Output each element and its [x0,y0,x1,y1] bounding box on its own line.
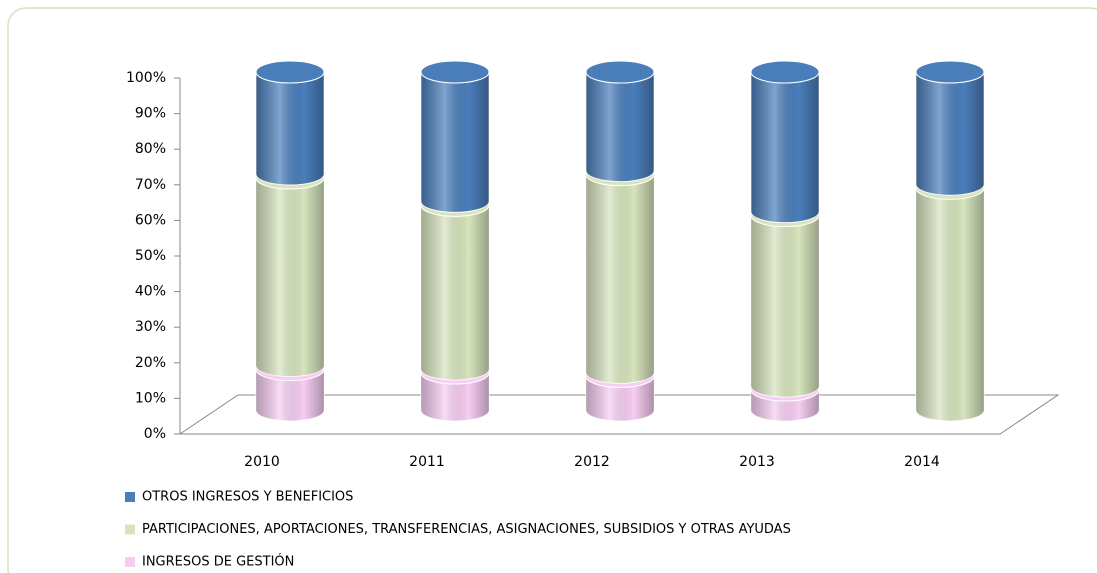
y-tick-label: 30% [135,319,166,335]
legend-label: PARTICIPACIONES, APORTACIONES, TRANSFERE… [142,522,791,537]
segment-shade [421,72,489,213]
y-tick-label: 40% [135,284,166,300]
y-tick-label: 0% [144,426,166,442]
y-tick-label: 50% [135,248,166,264]
segment-shade [916,72,984,196]
y-tick-label: 90% [135,106,166,122]
x-tick-label: 2012 [574,454,610,470]
segment-shade [256,178,324,377]
segment-shade [421,372,489,421]
segment-shade [586,376,654,421]
segment-shade [751,390,819,421]
segment-top [255,60,325,84]
legend-swatch [125,524,135,535]
segment-shade [421,205,489,380]
segment-shade [751,72,819,223]
x-tick-label: 2010 [244,454,280,470]
x-tick-label: 2014 [904,454,940,470]
y-tick-label: 100% [126,70,166,86]
y-tick-label: 60% [135,212,166,228]
y-tick-label: 70% [135,177,166,193]
y-tick-label: 10% [135,390,166,406]
x-tick-label: 2013 [739,454,775,470]
segment-top [915,60,985,84]
segment-shade [256,369,324,421]
legend-swatch [125,557,135,567]
segment-shade [256,72,324,186]
segment-shade [751,215,819,398]
legend-swatch [125,492,135,502]
y-tick-label: 20% [135,355,166,371]
legend-label: INGRESOS DE GESTIÓN [142,554,294,570]
legend-label: OTROS INGRESOS Y BENEFICIOS [142,490,353,505]
x-tick-label: 2011 [409,454,445,470]
segment-shade [586,72,654,182]
floor [178,394,1060,435]
segment-shade [586,174,654,384]
segment-top [750,60,820,84]
segment-top [420,60,490,84]
segment-shade [916,188,984,421]
y-tick-label: 80% [135,141,166,157]
segment-top [585,60,655,84]
frame [7,7,1097,573]
